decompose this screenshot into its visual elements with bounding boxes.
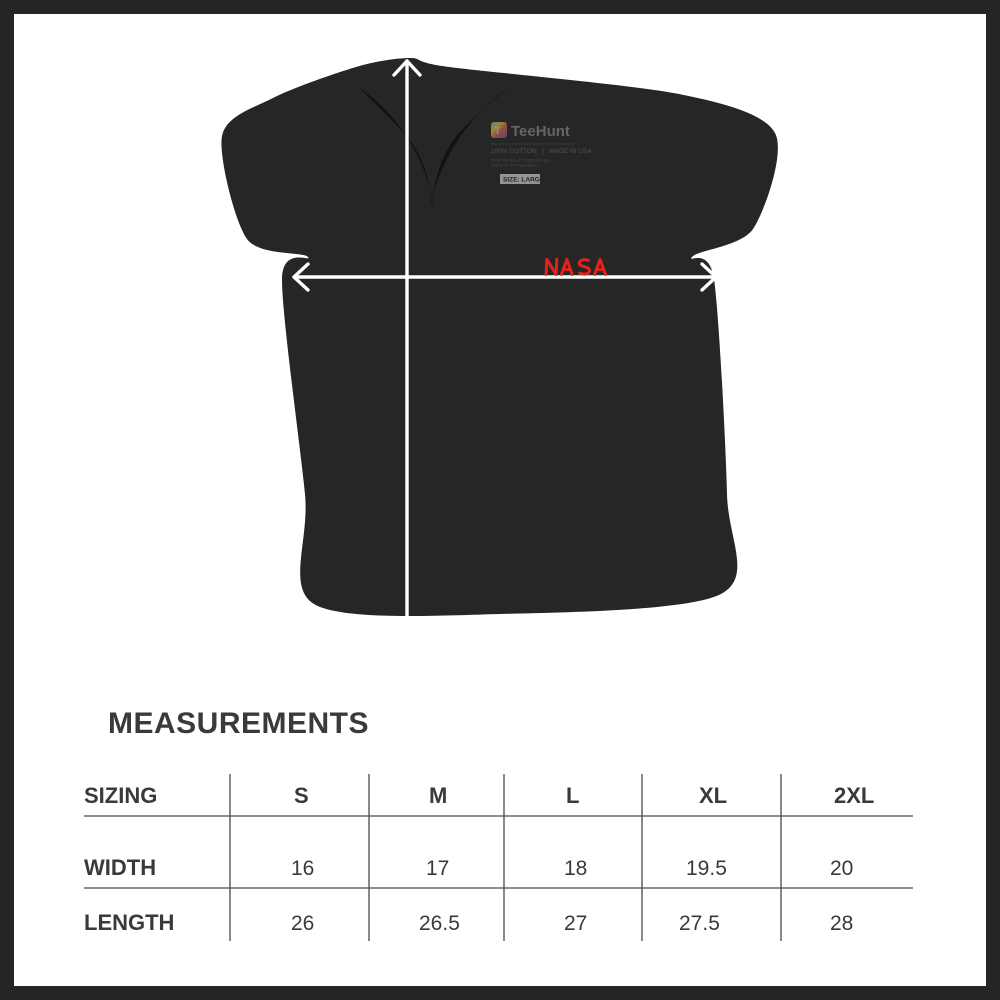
svg-text:18: 18 xyxy=(564,857,587,880)
svg-text:16: 16 xyxy=(291,857,314,880)
svg-text:TeeHunt: TeeHunt xyxy=(511,123,570,140)
svg-text:T: T xyxy=(495,126,501,137)
svg-text:2XL: 2XL xyxy=(834,783,874,808)
svg-text:26: 26 xyxy=(291,912,314,935)
svg-text:MEASUREMENTS: MEASUREMENTS xyxy=(108,707,369,740)
svg-text:M: M xyxy=(429,783,447,808)
svg-text:27.5: 27.5 xyxy=(679,912,720,935)
svg-text:27: 27 xyxy=(564,912,587,935)
svg-text:100% COTTON | MADE IN USA: 100% COTTON | MADE IN USA xyxy=(491,148,592,155)
svg-text:LENGTH: LENGTH xyxy=(84,910,174,935)
svg-text:19.5: 19.5 xyxy=(686,857,727,880)
svg-text:SAFETY STANDARDS: SAFETY STANDARDS xyxy=(491,163,537,168)
svg-text:28: 28 xyxy=(830,912,853,935)
svg-text:SIZING: SIZING xyxy=(84,783,157,808)
svg-text:20: 20 xyxy=(830,857,853,880)
svg-text:XL: XL xyxy=(699,783,727,808)
svg-text:WIDTH: WIDTH xyxy=(84,855,156,880)
svg-text:SIZE: LARGE: SIZE: LARGE xyxy=(503,177,545,184)
svg-text:17: 17 xyxy=(426,857,449,880)
svg-text:26.5: 26.5 xyxy=(419,912,460,935)
svg-text:L: L xyxy=(566,783,579,808)
svg-text:S: S xyxy=(294,783,309,808)
